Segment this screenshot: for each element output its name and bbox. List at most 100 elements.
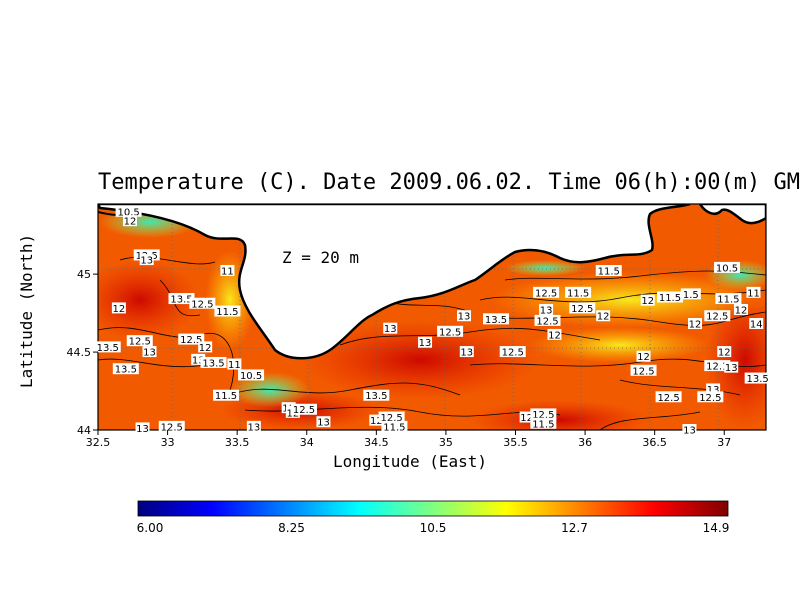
contour-label: 13.5 [94,341,121,354]
contour-label-text: 12.5 [699,393,721,404]
contour-label: 13 [383,322,398,335]
contour-label: 12.5 [178,333,205,346]
contour-label-text: 12.5 [536,316,558,327]
contour-label-text: 12 [199,343,212,354]
contour-label-text: 12.5 [180,335,202,346]
contour-label: 12 [640,294,655,307]
colorbar-tick-label: 10.5 [419,521,447,535]
depth-label: Z = 20 m [282,248,359,267]
x-tick-label: 35.5 [503,436,528,449]
contour-label: 12 [519,411,534,424]
contour-label: 13.5 [112,363,139,376]
contour-label-text: 11.5 [659,293,681,304]
contour-label: 12.5 [630,364,657,377]
contour-label-text: 12 [637,352,650,363]
colorbar-tick-label: 12.7 [561,521,588,535]
contour-label: 12.5 [189,297,216,310]
contour-label: 13 [539,303,554,316]
contour-label-text: 13 [143,348,156,359]
contour-label-text: 12 [548,330,561,341]
y-tick-label: 44 [77,424,91,437]
x-tick-label: 34 [300,436,314,449]
contour-label-text: 12.5 [161,422,183,433]
colorbar-tick-label: 6.00 [136,521,164,535]
cool-band [490,272,766,328]
contour-label-text: 11.5 [717,295,739,306]
contour-label: 13 [418,336,433,349]
colorbar-tick-label: 14.9 [702,521,730,535]
contour-label-text: 10.5 [117,207,139,218]
contour-label: 13 [457,310,472,323]
land-taman [698,204,766,225]
contour-label-text: 12.5 [293,405,315,416]
contour-label-text: 13.5 [202,358,224,369]
contour-label-text: 13.5 [485,315,507,326]
contour-label: 12 [369,414,384,427]
contour-label: 12.5 [534,314,561,327]
contour-label: 11.5 [656,291,683,304]
contour-label: 13 [682,424,697,437]
contour-label-text: 11.5 [216,307,238,318]
contour-label-text: 13 [458,312,471,323]
contour-label: 1.5 [680,288,701,301]
contour-label: 12.5 [378,411,405,424]
contour-label-text: 12.5 [571,304,593,315]
contour-label: 13 [191,353,206,366]
land-crimea [98,204,691,360]
contour-label: 11.5 [213,389,240,402]
contour-label: 12 [198,341,213,354]
contour-label-text: 13 [140,256,153,267]
contour-label-text: 13 [460,348,473,359]
contour-label-text: 11 [221,267,234,278]
contour-label-text: 12.5 [532,410,554,421]
contour-label-text: 12 [689,320,702,331]
contour-label: 11.5 [715,293,742,306]
contour-label: 10.5 [115,205,142,218]
warm-area [470,400,650,430]
colorbar-tick-label: 8.25 [278,521,305,535]
contour-label-text: 14 [750,320,763,331]
contour-label-text: 13 [683,426,696,437]
contour-label: 12.5 [569,302,596,315]
contour-label: 11 [227,358,242,371]
contour-label-text: 12.5 [191,299,213,310]
plot-frame [97,203,767,431]
contour-label-text: 12 [718,348,731,359]
contour-label: 12.5 [437,325,464,338]
contour-label: 12.5 [704,310,731,323]
contour-label: 12.5 [158,420,185,433]
contour-label: 14 [749,318,764,331]
contour-label: 12.5 [533,286,560,299]
contour-label-text: 13.5 [115,365,137,376]
contour-label-text: 13 [707,385,720,396]
contour-label: 13.5 [744,372,771,385]
contour-label: 13 [706,383,721,396]
contour-label-text: 13 [419,338,432,349]
contour-label-text: 12 [641,296,654,307]
contour-label: 13.5 [168,293,195,306]
contour-label-text: 12 [520,413,533,424]
contour-label-text: 12.5 [381,413,403,424]
contour-label: 12 [547,328,562,341]
warm-area [300,320,540,400]
contour-label: 12 [717,346,732,359]
contour-label: 10.5 [714,261,741,274]
x-tick-label: 37 [717,436,731,449]
contour-labels: 10.51212.5131113.512.511.51212.51313.512… [94,205,771,437]
x-axis-label: Longitude (East) [332,452,488,471]
x-tick-label: 34.5 [364,436,389,449]
contour-label-text: 13 [540,305,553,316]
contour-label-text: 11.5 [598,267,620,278]
contour-label-text: 12.5 [502,348,524,359]
contour-label-text: 12.5 [706,312,728,323]
contour-label: 13 [135,422,150,435]
contour-label-text: 13 [247,422,260,433]
warm-area [98,260,200,340]
contour-label-text: 12 [113,304,126,315]
contour-label-text: 13.5 [170,295,192,306]
contour-label-text: 13 [317,418,330,429]
contour-label: 11.5 [214,305,241,318]
contour-label-text: 13 [725,363,738,374]
x-tick-label: 35 [439,436,453,449]
contour-label-text: 13 [384,324,397,335]
